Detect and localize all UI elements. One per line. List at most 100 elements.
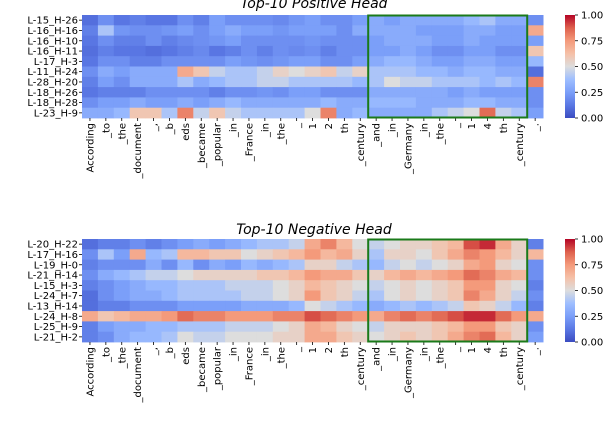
heatmap-cell bbox=[400, 300, 417, 312]
heatmap-cell bbox=[336, 331, 353, 343]
heatmap-cell bbox=[447, 259, 464, 271]
heatmap-cell bbox=[193, 87, 210, 98]
heatmap-cell bbox=[511, 87, 528, 98]
heatmap-cell bbox=[511, 239, 528, 250]
x-tick-label: th bbox=[340, 123, 351, 133]
heatmap-cell bbox=[511, 15, 528, 26]
y-tick-label: L-23_H-9 bbox=[34, 108, 78, 119]
heatmap-cell bbox=[97, 107, 115, 119]
heatmap-cell bbox=[177, 290, 194, 302]
x-tick-label: _, bbox=[149, 123, 160, 132]
heatmap-cell bbox=[479, 76, 496, 88]
heatmap-cell bbox=[225, 280, 242, 291]
heatmap-cell bbox=[495, 56, 512, 67]
heatmap-cell bbox=[511, 290, 528, 302]
heatmap-cell bbox=[177, 321, 194, 333]
colorbar-tick-label: 1.00 bbox=[581, 235, 603, 246]
heatmap-cell bbox=[511, 259, 528, 271]
heatmap-cell bbox=[256, 35, 274, 47]
heatmap-cell bbox=[113, 66, 131, 78]
colorbar-tick-label: 0.25 bbox=[581, 312, 603, 323]
highlight-box bbox=[367, 14, 529, 119]
heatmap-cell bbox=[352, 56, 369, 67]
colorbar-tick-label: 0.75 bbox=[581, 260, 603, 271]
heatmap-cell bbox=[400, 87, 417, 98]
heatmap-cell bbox=[177, 269, 194, 281]
heatmap-cell bbox=[272, 321, 290, 333]
heatmap-cell bbox=[161, 97, 178, 109]
heatmap-cell bbox=[193, 249, 210, 260]
heatmap-cell bbox=[241, 331, 258, 343]
heatmap-cell bbox=[511, 300, 528, 312]
heatmap-cell bbox=[161, 311, 178, 322]
heatmap-cell bbox=[209, 66, 226, 78]
heatmap-cell bbox=[113, 107, 131, 119]
heatmap-cell bbox=[225, 107, 242, 119]
heatmap-cell bbox=[97, 35, 115, 47]
heatmap-cell bbox=[495, 280, 512, 291]
heatmap-cell bbox=[256, 300, 274, 312]
heatmap-cell bbox=[272, 290, 290, 302]
heatmap-cell bbox=[415, 249, 433, 260]
heatmap-cell bbox=[336, 259, 353, 271]
heatmap-cell bbox=[336, 300, 353, 312]
heatmap-cell bbox=[129, 25, 146, 36]
heatmap-cell bbox=[145, 35, 162, 47]
heatmap-cell bbox=[527, 66, 544, 78]
heatmap-cell bbox=[368, 15, 385, 26]
heatmap-cell bbox=[320, 97, 337, 109]
heatmap-cell bbox=[336, 56, 353, 67]
heatmap-cell bbox=[400, 280, 417, 291]
heatmap-cell bbox=[495, 311, 512, 322]
colorbar-ticks: 0.00 0.25 0.50 0.75 1.00 bbox=[575, 235, 603, 349]
heatmap-cell bbox=[193, 290, 210, 302]
heatmap-cell bbox=[82, 300, 99, 312]
heatmap-cell bbox=[113, 300, 131, 312]
heatmap-cell bbox=[463, 249, 480, 260]
x-tick-label: _. bbox=[531, 123, 542, 132]
x-tick-label: 1 bbox=[467, 123, 478, 129]
heatmap-cell bbox=[527, 249, 544, 260]
heatmap-cell bbox=[272, 56, 290, 67]
heatmap-cell bbox=[288, 239, 305, 250]
heatmap-cell bbox=[495, 45, 512, 57]
heatmap-cell bbox=[193, 97, 210, 109]
heatmap-cell bbox=[97, 269, 115, 281]
heatmap-cell bbox=[352, 239, 369, 250]
heatmap-cell bbox=[384, 56, 401, 67]
heatmap-cell bbox=[304, 290, 321, 302]
heatmap-cell bbox=[415, 331, 433, 343]
heatmap-cell bbox=[272, 331, 290, 343]
heatmap-cell bbox=[320, 56, 337, 67]
heatmap-cell bbox=[272, 239, 290, 250]
heatmap-cell bbox=[97, 259, 115, 271]
heatmap-cell bbox=[447, 311, 464, 322]
heatmap-cell bbox=[447, 87, 464, 98]
heatmap-cell bbox=[256, 76, 274, 88]
heatmap-cell bbox=[241, 321, 258, 333]
heatmap-cell bbox=[225, 259, 242, 271]
heatmap-cell bbox=[384, 290, 401, 302]
heatmap-cell bbox=[400, 331, 417, 343]
heatmap-cell bbox=[527, 280, 544, 291]
heatmap-cell bbox=[304, 300, 321, 312]
heatmap-cell bbox=[225, 300, 242, 312]
heatmap-cell bbox=[384, 76, 401, 88]
heatmap-cell bbox=[82, 25, 99, 36]
heatmap-cell bbox=[97, 76, 115, 88]
heatmap-cell bbox=[177, 259, 194, 271]
heatmap-cell bbox=[511, 76, 528, 88]
x-tick-label: _in bbox=[419, 347, 430, 362]
heatmap-cell bbox=[511, 331, 528, 343]
heatmap-cell bbox=[352, 290, 369, 302]
heatmap-cell bbox=[479, 269, 496, 281]
heatmap-cell bbox=[145, 45, 162, 57]
heatmap-cell bbox=[527, 56, 544, 67]
heatmap-cell bbox=[400, 249, 417, 260]
heatmap-cell bbox=[527, 290, 544, 302]
heatmap-cell bbox=[511, 311, 528, 322]
heatmap-cell bbox=[177, 76, 194, 88]
heatmap-cell bbox=[495, 300, 512, 312]
heatmap-cell bbox=[352, 300, 369, 312]
heatmap-cell bbox=[82, 269, 99, 281]
